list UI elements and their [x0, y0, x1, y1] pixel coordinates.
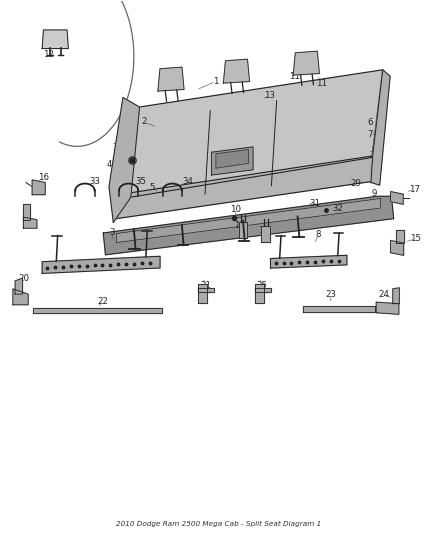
- Text: 6: 6: [367, 118, 372, 127]
- Polygon shape: [223, 59, 250, 83]
- Text: 26: 26: [369, 151, 380, 160]
- Polygon shape: [293, 51, 319, 75]
- Text: 35: 35: [135, 177, 146, 186]
- Polygon shape: [239, 222, 247, 238]
- Polygon shape: [13, 289, 28, 305]
- Polygon shape: [117, 156, 373, 219]
- Text: 9: 9: [371, 189, 377, 198]
- Text: 1: 1: [213, 77, 218, 86]
- Polygon shape: [255, 284, 264, 303]
- Text: 15: 15: [410, 235, 421, 244]
- Text: 2: 2: [141, 117, 147, 126]
- Polygon shape: [198, 284, 207, 303]
- Text: 32: 32: [332, 204, 343, 213]
- Polygon shape: [32, 180, 45, 195]
- Text: 21: 21: [201, 280, 212, 289]
- Text: 4: 4: [126, 149, 131, 158]
- Text: 31: 31: [310, 199, 321, 208]
- Text: 23: 23: [325, 290, 336, 299]
- Polygon shape: [261, 225, 270, 241]
- Text: 12: 12: [43, 51, 54, 59]
- Polygon shape: [103, 196, 394, 255]
- Text: 27: 27: [369, 165, 380, 174]
- Polygon shape: [216, 150, 249, 168]
- Text: 5: 5: [150, 183, 155, 192]
- Polygon shape: [42, 256, 160, 273]
- Text: 19: 19: [233, 221, 244, 230]
- Text: 8: 8: [316, 230, 321, 239]
- Polygon shape: [393, 288, 399, 304]
- Text: 17: 17: [409, 185, 420, 194]
- Polygon shape: [23, 204, 30, 220]
- Text: 18: 18: [258, 226, 269, 235]
- Polygon shape: [255, 288, 271, 292]
- Polygon shape: [198, 288, 214, 292]
- Text: 13: 13: [264, 91, 275, 100]
- Polygon shape: [371, 70, 390, 185]
- Polygon shape: [109, 98, 140, 222]
- Polygon shape: [391, 191, 403, 204]
- Polygon shape: [212, 147, 253, 175]
- Polygon shape: [130, 70, 383, 197]
- Polygon shape: [303, 306, 375, 312]
- Polygon shape: [23, 217, 37, 228]
- Polygon shape: [396, 230, 404, 243]
- Text: 25: 25: [256, 280, 267, 289]
- Polygon shape: [158, 67, 184, 91]
- Text: 3: 3: [109, 228, 115, 237]
- Polygon shape: [42, 30, 68, 49]
- Polygon shape: [117, 198, 381, 243]
- Polygon shape: [33, 308, 162, 313]
- Text: 2010 Dodge Ram 2500 Mega Cab - Split Seat Diagram 1: 2010 Dodge Ram 2500 Mega Cab - Split Sea…: [117, 521, 321, 527]
- Polygon shape: [391, 240, 404, 255]
- Polygon shape: [15, 278, 22, 294]
- Text: 7: 7: [367, 130, 372, 139]
- Text: 30: 30: [112, 143, 123, 152]
- Text: 14: 14: [21, 213, 32, 222]
- Text: 11: 11: [316, 78, 327, 87]
- Text: 10: 10: [230, 205, 241, 214]
- Text: 29: 29: [350, 179, 361, 188]
- Text: 34: 34: [182, 177, 193, 186]
- Text: 46: 46: [107, 160, 118, 169]
- Text: 33: 33: [89, 177, 100, 186]
- Text: 20: 20: [18, 274, 29, 283]
- Text: 22: 22: [97, 296, 108, 305]
- Polygon shape: [376, 302, 399, 314]
- Text: 11: 11: [289, 71, 300, 80]
- Text: 16: 16: [38, 173, 49, 182]
- Text: 24: 24: [378, 290, 389, 299]
- Polygon shape: [271, 255, 347, 268]
